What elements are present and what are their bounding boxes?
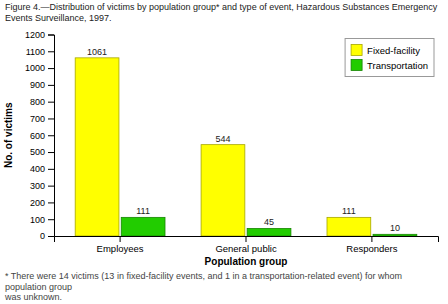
- legend-label: Fixed-facility: [367, 45, 420, 56]
- y-tick-mark: [48, 68, 54, 69]
- y-tick-mark: [48, 118, 54, 119]
- data-label: 111: [136, 206, 150, 216]
- text-line: * There were 14 victims (13 in fixed-fac…: [5, 271, 402, 281]
- y-tick-label: 300: [30, 181, 45, 191]
- legend-label: Transportation: [367, 60, 428, 71]
- x-tick-label: Responders: [346, 243, 397, 254]
- x-axis-line: [55, 237, 439, 243]
- legend: Fixed-facility Transportation: [345, 39, 434, 77]
- y-tick-label: 800: [30, 97, 45, 107]
- data-label: 111: [342, 206, 356, 216]
- y-tick-label: 1000: [25, 63, 45, 73]
- y-tick-label: 600: [30, 131, 45, 141]
- bar-series: [75, 58, 371, 236]
- chart: Figure 4.—Distribution of victims by pop…: [0, 0, 448, 304]
- text-line: Figure 4.—Distribution of victims by pop…: [5, 2, 438, 12]
- bar: [327, 217, 371, 236]
- text-line: Events Surveillance, 1997.: [5, 13, 112, 23]
- y-tick: 800: [30, 97, 54, 107]
- y-tick-mark: [48, 51, 54, 52]
- y-axis: 0 100 200 300 400 500 600 700 800 900 1000 1100 1200: [25, 30, 55, 242]
- y-tick-label: 400: [30, 164, 45, 174]
- y-tick-label: 100: [30, 215, 45, 225]
- y-tick-mark: [48, 135, 54, 136]
- x-tick-mark: [371, 236, 372, 242]
- y-axis-title: No. of victims: [3, 102, 14, 168]
- bar: [201, 145, 245, 236]
- legend-item: Fixed-facility: [351, 45, 420, 57]
- bar: [121, 217, 165, 236]
- x-tick: General public: [215, 236, 277, 254]
- y-tick: 1000: [25, 63, 54, 73]
- y-tick: 100: [30, 215, 54, 225]
- y-tick-mark: [48, 35, 54, 36]
- text-line: was unknown.: [4, 292, 62, 302]
- bar-series: [121, 217, 417, 236]
- data-label: 45: [264, 217, 274, 227]
- y-tick-label: 700: [30, 114, 45, 124]
- y-tick-mark: [48, 152, 54, 153]
- y-tick: 1100: [26, 47, 54, 57]
- y-tick: 400: [30, 164, 54, 174]
- y-tick-mark: [48, 169, 54, 170]
- text-line: population group: [5, 282, 72, 292]
- y-tick-mark: [48, 236, 54, 237]
- data-label: 1061: [87, 47, 107, 57]
- bars: [75, 58, 417, 236]
- legend-swatch: [351, 60, 362, 71]
- bar: [247, 228, 291, 236]
- legend-box: [345, 39, 434, 77]
- y-tick: 300: [30, 181, 54, 191]
- plot: 1061544111111451001002003004005006007008…: [25, 30, 439, 254]
- data-label: 10: [390, 223, 400, 233]
- bar: [75, 58, 119, 236]
- y-tick-mark: [48, 186, 54, 187]
- y-tick-mark: [48, 202, 54, 203]
- y-tick: 0: [40, 231, 54, 241]
- y-tick: 1200: [25, 30, 54, 40]
- y-tick: 900: [30, 80, 54, 90]
- y-tick-label: 0: [40, 231, 45, 241]
- y-tick-mark: [48, 85, 54, 86]
- data-label: 544: [215, 134, 230, 144]
- y-tick-label: 1100: [26, 47, 45, 57]
- title: Figure 4.—Distribution of victims by pop…: [5, 2, 438, 23]
- y-tick: 700: [30, 114, 54, 124]
- x-tick-label: General public: [215, 243, 277, 254]
- y-tick-label: 1200: [25, 30, 45, 40]
- x-tick-label: Employees: [97, 243, 144, 254]
- y-tick-label: 900: [30, 80, 45, 90]
- x-tick: Responders: [346, 236, 397, 254]
- x-tick: Employees: [97, 236, 144, 254]
- y-tick-mark: [48, 102, 54, 103]
- legend-swatch: [351, 45, 362, 56]
- y-tick: 600: [30, 131, 54, 141]
- y-tick-mark: [48, 219, 54, 220]
- y-tick: 200: [30, 198, 54, 208]
- y-tick-label: 200: [30, 198, 45, 208]
- x-tick-mark: [120, 236, 121, 242]
- legend-item: Transportation: [351, 60, 428, 72]
- y-axis-line: [48, 35, 55, 237]
- y-tick: 500: [30, 147, 54, 157]
- x-axis: Employees General public Responders: [55, 236, 439, 254]
- footnote: * There were 14 victims (13 in fixed-fac…: [4, 271, 402, 302]
- x-tick-mark: [246, 236, 247, 242]
- bar: [373, 234, 417, 236]
- y-tick-label: 500: [30, 147, 45, 157]
- x-axis-title: Population group: [205, 256, 288, 267]
